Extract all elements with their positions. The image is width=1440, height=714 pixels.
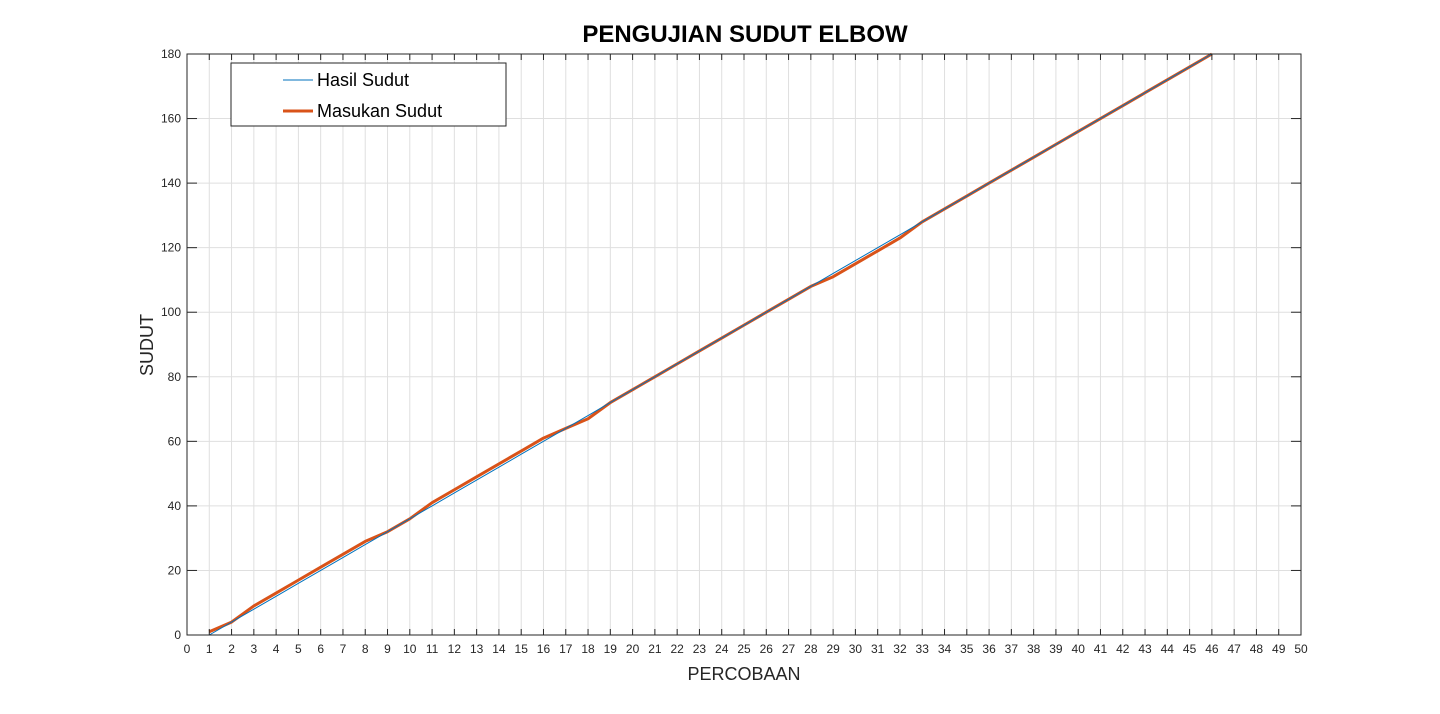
x-tick-label: 41 — [1094, 642, 1108, 656]
y-tick-label: 40 — [168, 499, 182, 513]
x-tick-label: 5 — [295, 642, 302, 656]
y-tick-label: 100 — [161, 305, 181, 319]
x-tick-label: 45 — [1183, 642, 1197, 656]
y-tick-label: 80 — [168, 370, 182, 384]
y-tick-label: 180 — [161, 47, 181, 61]
x-tick-label: 37 — [1005, 642, 1019, 656]
series-lines — [208, 52, 1213, 636]
series-line-hasil-sudut — [209, 53, 1213, 636]
x-tick-label: 3 — [250, 642, 257, 656]
x-tick-label: 21 — [648, 642, 662, 656]
y-tick-label: 20 — [168, 563, 182, 577]
x-tick-label: 40 — [1072, 642, 1086, 656]
x-tick-label: 1 — [206, 642, 213, 656]
y-tick-label: 60 — [168, 434, 182, 448]
x-tick-label: 23 — [693, 642, 707, 656]
x-tick-label: 19 — [604, 642, 618, 656]
x-tick-label: 10 — [403, 642, 417, 656]
x-tick-label: 36 — [982, 642, 996, 656]
x-tick-label: 6 — [317, 642, 324, 656]
x-tick-label: 34 — [938, 642, 952, 656]
x-tick-label: 4 — [273, 642, 280, 656]
x-tick-label: 12 — [448, 642, 462, 656]
legend-label-masukan-sudut: Masukan Sudut — [317, 101, 442, 121]
x-tick-label: 26 — [760, 642, 774, 656]
x-tick-label: 0 — [184, 642, 191, 656]
x-tick-label: 47 — [1227, 642, 1241, 656]
x-tick-label: 8 — [362, 642, 369, 656]
legend[interactable]: Hasil Sudut Masukan Sudut — [230, 62, 507, 127]
x-tick-label: 14 — [492, 642, 506, 656]
x-tick-label: 35 — [960, 642, 974, 656]
x-tick-label: 39 — [1049, 642, 1063, 656]
x-tick-label: 15 — [515, 642, 529, 656]
x-tick-label: 44 — [1161, 642, 1175, 656]
x-tick-label: 29 — [826, 642, 840, 656]
x-tick-label: 48 — [1250, 642, 1264, 656]
legend-box — [230, 62, 507, 127]
x-tick-label: 9 — [384, 642, 391, 656]
x-tick-label: 32 — [893, 642, 907, 656]
x-tick-label: 33 — [916, 642, 930, 656]
y-tick-label: 140 — [161, 176, 181, 190]
x-tick-label: 28 — [804, 642, 818, 656]
y-tick-label: 0 — [174, 628, 181, 642]
y-tick-label: 160 — [161, 112, 181, 126]
x-tick-label: 25 — [737, 642, 751, 656]
x-tick-label: 7 — [340, 642, 347, 656]
y-tick-label: 120 — [161, 241, 181, 255]
x-tick-label: 31 — [871, 642, 885, 656]
x-tick-label: 18 — [581, 642, 595, 656]
grid — [186, 53, 1302, 636]
x-tick-label: 43 — [1138, 642, 1152, 656]
x-tick-label: 30 — [849, 642, 863, 656]
x-tick-label: 22 — [670, 642, 684, 656]
x-tick-label: 38 — [1027, 642, 1041, 656]
x-tick-label: 27 — [782, 642, 796, 656]
x-tick-label: 13 — [470, 642, 484, 656]
x-tick-label: 17 — [559, 642, 573, 656]
x-tick-label: 20 — [626, 642, 640, 656]
x-axis-label: PERCOBAAN — [687, 664, 800, 684]
x-tick-label: 24 — [715, 642, 729, 656]
x-tick-label: 11 — [426, 642, 439, 656]
chart-title: PENGUJIAN SUDUT ELBOW — [582, 21, 908, 48]
legend-label-hasil-sudut: Hasil Sudut — [317, 70, 409, 90]
ticks: 0 1 2 3 4 5 6 7 8 9 10 11 12 13 14 15 16 17 18 19 20 21 22 23 24… — [161, 47, 1308, 656]
x-tick-label: 16 — [537, 642, 551, 656]
x-tick-label: 46 — [1205, 642, 1219, 656]
x-tick-label: 50 — [1294, 642, 1308, 656]
x-tick-label: 49 — [1272, 642, 1286, 656]
y-axis-label: SUDUT — [137, 314, 157, 376]
x-tick-label: 2 — [228, 642, 235, 656]
x-tick-label: 42 — [1116, 642, 1130, 656]
